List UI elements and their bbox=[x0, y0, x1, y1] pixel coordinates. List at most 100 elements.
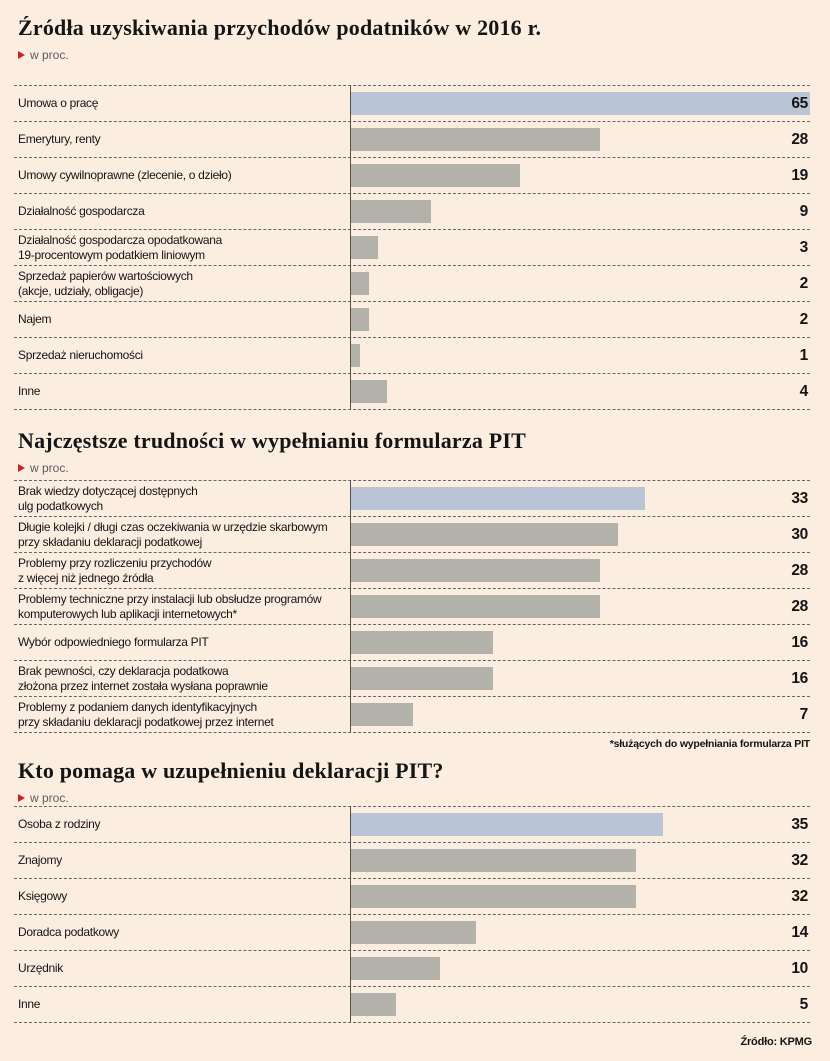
category-label: Najem bbox=[18, 312, 52, 327]
chart-rows: Brak wiedzy dotyczącej dostępnych ulg po… bbox=[14, 480, 810, 733]
bar bbox=[351, 559, 601, 582]
unit-label: w proc. bbox=[18, 790, 830, 805]
bar bbox=[351, 993, 396, 1016]
chart-row: Inne 5 bbox=[14, 986, 810, 1022]
chart-rows: Umowa o pracę 65 Emerytury, renty 28 Umowy c… bbox=[14, 85, 810, 410]
bar bbox=[351, 595, 601, 618]
value-label: 2 bbox=[799, 310, 809, 328]
chart-title: Źródła uzyskiwania przychodów podatników… bbox=[18, 15, 542, 40]
unit-text: w proc. bbox=[30, 460, 69, 475]
value-label: 28 bbox=[791, 561, 808, 579]
chart-footnote: *służących do wypełniania formularza PIT bbox=[609, 738, 811, 750]
bar-highlight bbox=[351, 487, 645, 510]
chart-title: Kto pomaga w uzupełnieniu deklaracji PIT… bbox=[18, 758, 444, 783]
unit-label: w proc. bbox=[18, 47, 830, 62]
arrow-right-icon bbox=[18, 463, 25, 472]
chart-row: Doradca podatkowy 14 bbox=[14, 914, 810, 950]
chart-row: Działalność gospodarcza opodatkowana 19-… bbox=[14, 229, 810, 265]
bar bbox=[351, 921, 476, 944]
chart-row: Osoba z rodziny 35 bbox=[14, 806, 810, 842]
category-label: Wybór odpowiedniego formularza PIT bbox=[18, 635, 209, 650]
category-label: Umowa o pracę bbox=[18, 96, 99, 111]
value-label: 19 bbox=[791, 166, 808, 184]
category-label: Problemy przy rozliczeniu przychodów z w… bbox=[18, 556, 212, 585]
chart-pit-helpers: Kto pomaga w uzupełnieniu deklaracji PIT… bbox=[0, 756, 830, 1023]
chart-row: Emerytury, renty 28 bbox=[14, 121, 810, 157]
bar bbox=[351, 380, 387, 403]
bar bbox=[351, 344, 360, 367]
bar bbox=[351, 523, 618, 546]
category-label: Inne bbox=[18, 997, 41, 1012]
value-label: 32 bbox=[791, 851, 808, 869]
arrow-right-icon bbox=[18, 50, 25, 59]
chart-income-sources: Źródła uzyskiwania przychodów podatników… bbox=[0, 0, 830, 410]
source-label: Źródło: KPMG bbox=[740, 1036, 812, 1048]
unit-text: w proc. bbox=[30, 790, 69, 805]
bar bbox=[351, 128, 601, 151]
chart-row: Znajomy 32 bbox=[14, 842, 810, 878]
category-label: Działalność gospodarcza bbox=[18, 204, 145, 219]
value-label: 16 bbox=[791, 633, 808, 651]
value-label: 9 bbox=[799, 202, 809, 220]
category-label: Problemy techniczne przy instalacji lub … bbox=[18, 592, 322, 621]
bar bbox=[351, 272, 369, 295]
value-label: 3 bbox=[799, 238, 809, 256]
category-label: Osoba z rodziny bbox=[18, 817, 101, 832]
chart-row: Najem 2 bbox=[14, 301, 810, 337]
category-label: Doradca podatkowy bbox=[18, 925, 119, 940]
arrow-right-icon bbox=[18, 793, 25, 802]
chart-title: Najczęstsze trudności w wypełnianiu form… bbox=[18, 428, 527, 453]
chart-row: Umowa o pracę 65 bbox=[14, 85, 810, 121]
chart-row: Problemy z podaniem danych identyfikacyj… bbox=[14, 696, 810, 732]
category-label: Brak pewności, czy deklaracja podatkowa … bbox=[18, 664, 268, 693]
bar bbox=[351, 164, 521, 187]
value-label: 7 bbox=[799, 705, 809, 723]
category-label: Urzędnik bbox=[18, 961, 63, 976]
category-label: Księgowy bbox=[18, 889, 67, 904]
chart-row: Problemy techniczne przy instalacji lub … bbox=[14, 588, 810, 624]
chart-row: Księgowy 32 bbox=[14, 878, 810, 914]
chart-row: Urzędnik 10 bbox=[14, 950, 810, 986]
value-label: 16 bbox=[791, 669, 808, 687]
bar bbox=[351, 849, 636, 872]
bar bbox=[351, 667, 494, 690]
unit-text: w proc. bbox=[30, 47, 69, 62]
chart-pit-difficulties: Najczęstsze trudności w wypełnianiu form… bbox=[0, 426, 830, 750]
chart-rows: Osoba z rodziny 35 Znajomy 32 Księgowy 32 Dora… bbox=[14, 806, 810, 1023]
value-label: 5 bbox=[799, 995, 809, 1013]
bar bbox=[351, 236, 378, 259]
unit-label: w proc. bbox=[18, 460, 830, 475]
category-label: Sprzedaż papierów wartościowych (akcje, … bbox=[18, 269, 193, 298]
value-label: 30 bbox=[791, 525, 808, 543]
value-label: 28 bbox=[791, 597, 808, 615]
bar bbox=[351, 200, 432, 223]
category-label: Długie kolejki / długi czas oczekiwania … bbox=[18, 520, 328, 549]
bar bbox=[351, 703, 414, 726]
value-label: 14 bbox=[791, 923, 808, 941]
chart-row: Problemy przy rozliczeniu przychodów z w… bbox=[14, 552, 810, 588]
value-label: 10 bbox=[791, 959, 808, 977]
bar bbox=[351, 957, 440, 980]
category-label: Inne bbox=[18, 384, 41, 399]
bar-highlight bbox=[351, 813, 663, 836]
category-label: Brak wiedzy dotyczącej dostępnych ulg po… bbox=[18, 484, 198, 513]
value-label: 4 bbox=[799, 382, 809, 400]
chart-row: Umowy cywilnoprawne (zlecenie, o dzieło)… bbox=[14, 157, 810, 193]
bar bbox=[351, 885, 636, 908]
chart-row: Brak wiedzy dotyczącej dostępnych ulg po… bbox=[14, 480, 810, 516]
value-label: 32 bbox=[791, 887, 808, 905]
category-label: Emerytury, renty bbox=[18, 132, 101, 147]
chart-row: Sprzedaż nieruchomości 1 bbox=[14, 337, 810, 373]
bar-highlight bbox=[351, 92, 810, 115]
value-label: 1 bbox=[799, 346, 809, 364]
value-label: 33 bbox=[791, 489, 808, 507]
category-label: Umowy cywilnoprawne (zlecenie, o dzieło) bbox=[18, 168, 232, 183]
chart-row: Długie kolejki / długi czas oczekiwania … bbox=[14, 516, 810, 552]
chart-row: Wybór odpowiedniego formularza PIT 16 bbox=[14, 624, 810, 660]
bar bbox=[351, 631, 494, 654]
chart-row: Brak pewności, czy deklaracja podatkowa … bbox=[14, 660, 810, 696]
value-label: 65 bbox=[791, 94, 808, 112]
category-label: Działalność gospodarcza opodatkowana 19-… bbox=[18, 233, 223, 262]
value-label: 28 bbox=[791, 130, 808, 148]
